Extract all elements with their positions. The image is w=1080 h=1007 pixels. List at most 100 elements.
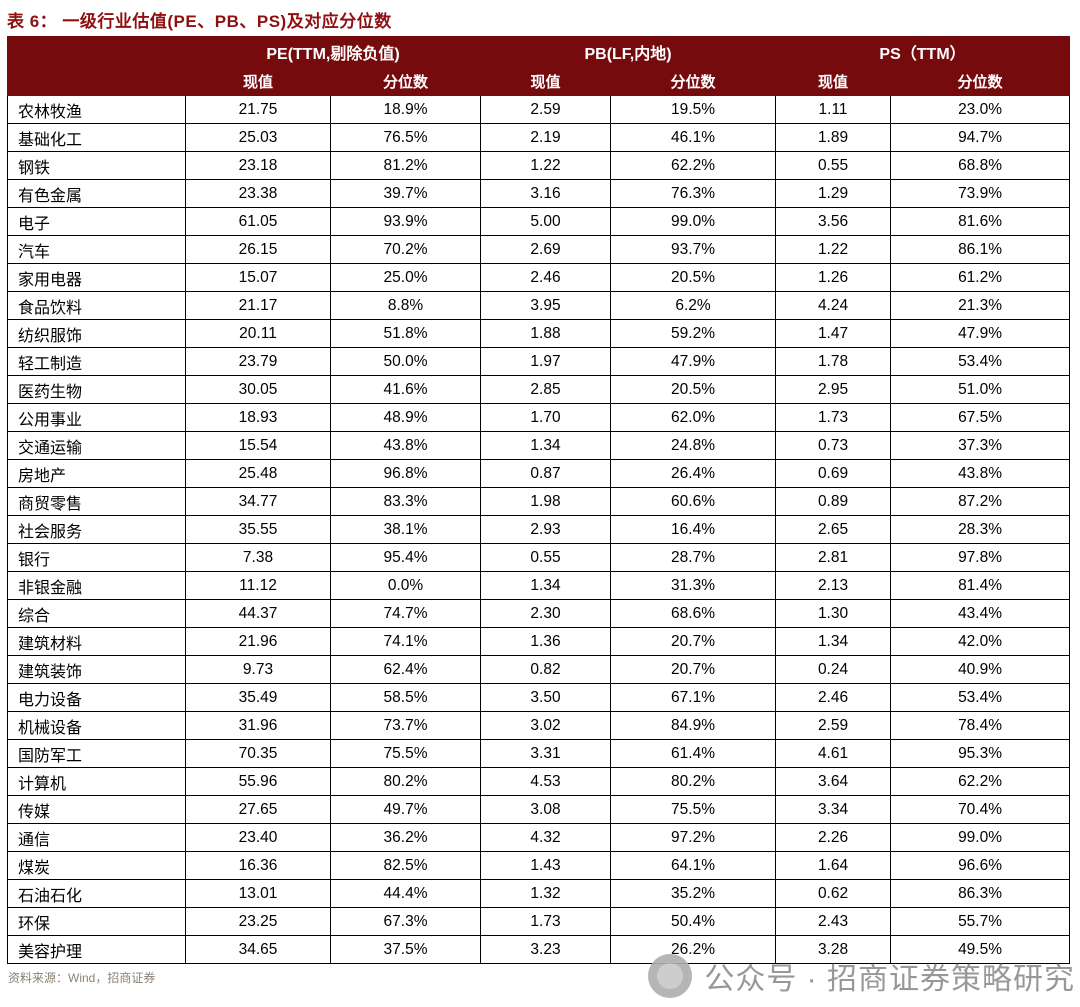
industry-name-cell: 纺织服饰 [7,319,186,348]
industry-name-cell: 轻工制造 [7,347,186,376]
value-cell: 1.11 [775,95,892,124]
value-cell: 74.1% [329,627,482,656]
value-cell: 21.17 [185,291,331,320]
value-cell: 76.5% [329,123,482,152]
value-cell: 16.36 [185,851,331,880]
industry-name-cell: 国防军工 [7,739,186,768]
value-cell: 1.78 [775,347,892,376]
value-cell: 68.6% [610,599,777,628]
value-cell: 76.3% [610,179,777,208]
value-cell: 2.13 [775,571,892,600]
value-cell: 2.43 [775,907,892,936]
value-cell: 2.59 [480,95,612,124]
table-row: 计算机 55.96 80.2% 4.53 80.2% 3.64 62.2% [7,767,1071,796]
value-cell: 8.8% [329,291,482,320]
table-row: 汽车 26.15 70.2% 2.69 93.7% 1.22 86.1% [7,235,1071,264]
value-cell: 1.30 [775,599,892,628]
table-row: 公用事业 18.93 48.9% 1.70 62.0% 1.73 67.5% [7,403,1071,432]
value-cell: 81.6% [890,207,1071,236]
value-cell: 44.4% [329,879,482,908]
value-cell: 1.34 [775,627,892,656]
value-cell: 1.47 [775,319,892,348]
value-cell: 36.2% [329,823,482,852]
value-cell: 58.5% [329,683,482,712]
value-cell: 61.2% [890,263,1071,292]
value-cell: 21.75 [185,95,331,124]
pb-percentile-header: 分位数 [610,66,777,96]
table-row: 石油石化 13.01 44.4% 1.32 35.2% 0.62 86.3% [7,879,1071,908]
report-table-page: 表 6： 一级行业估值(PE、PB、PS)及对应分位数 PE(TTM,剔除负值)… [7,12,1074,998]
value-cell: 1.22 [775,235,892,264]
value-cell: 1.97 [480,347,612,376]
value-cell: 53.4% [890,347,1071,376]
value-cell: 0.55 [480,543,612,572]
value-cell: 70.4% [890,795,1071,824]
value-cell: 1.29 [775,179,892,208]
value-cell: 2.65 [775,515,892,544]
table-row: 电力设备 35.49 58.5% 3.50 67.1% 2.46 53.4% [7,683,1071,712]
value-cell: 62.2% [890,767,1071,796]
table-row: 基础化工 25.03 76.5% 2.19 46.1% 1.89 94.7% [7,123,1071,152]
value-cell: 93.7% [610,235,777,264]
value-cell: 2.95 [775,375,892,404]
value-cell: 53.4% [890,683,1071,712]
industry-name-cell: 食品饮料 [7,291,186,320]
table-row: 机械设备 31.96 73.7% 3.02 84.9% 2.59 78.4% [7,711,1071,740]
value-cell: 55.96 [185,767,331,796]
value-cell: 99.0% [610,207,777,236]
industry-name-cell: 家用电器 [7,263,186,292]
industry-name-cell: 综合 [7,599,186,628]
value-cell: 43.8% [890,459,1071,488]
industry-name-cell: 传媒 [7,795,186,824]
value-cell: 99.0% [890,823,1071,852]
value-cell: 67.5% [890,403,1071,432]
ps-current-header: 现值 [775,66,892,96]
source-note: 资料来源：Wind，招商证券 [8,971,156,985]
value-cell: 34.77 [185,487,331,516]
value-cell: 61.05 [185,207,331,236]
value-cell: 6.2% [610,291,777,320]
ps-percentile-header: 分位数 [890,66,1071,96]
value-cell: 5.00 [480,207,612,236]
value-cell: 43.4% [890,599,1071,628]
industry-name-cell: 通信 [7,823,186,852]
value-cell: 86.3% [890,879,1071,908]
value-cell: 49.5% [890,935,1071,964]
value-cell: 35.55 [185,515,331,544]
value-cell: 0.0% [329,571,482,600]
table-row: 建筑装饰 9.73 62.4% 0.82 20.7% 0.24 40.9% [7,655,1071,684]
industry-name-cell: 公用事业 [7,403,186,432]
value-cell: 46.1% [610,123,777,152]
value-cell: 0.24 [775,655,892,684]
industry-name-cell: 建筑装饰 [7,655,186,684]
value-cell: 1.22 [480,151,612,180]
industry-name-cell: 美容护理 [7,935,186,964]
group-header-row: PE(TTM,剔除负值) PB(LF,内地) PS（TTM） [7,36,1071,96]
value-cell: 18.93 [185,403,331,432]
value-cell: 0.87 [480,459,612,488]
value-cell: 0.89 [775,487,892,516]
value-cell: 96.6% [890,851,1071,880]
value-cell: 74.7% [329,599,482,628]
value-cell: 2.26 [775,823,892,852]
value-cell: 95.3% [890,739,1071,768]
value-cell: 97.8% [890,543,1071,572]
value-cell: 0.82 [480,655,612,684]
industry-column-header [7,36,186,96]
table-row: 电子 61.05 93.9% 5.00 99.0% 3.56 81.6% [7,207,1071,236]
value-cell: 3.31 [480,739,612,768]
value-cell: 48.9% [329,403,482,432]
industry-name-cell: 非银金融 [7,571,186,600]
value-cell: 2.59 [775,711,892,740]
pe-current-header: 现值 [185,66,331,96]
value-cell: 55.7% [890,907,1071,936]
value-cell: 75.5% [329,739,482,768]
value-cell: 15.54 [185,431,331,460]
table-row: 食品饮料 21.17 8.8% 3.95 6.2% 4.24 21.3% [7,291,1071,320]
pe-percentile-header: 分位数 [329,66,482,96]
table-title: 表 6： 一级行业估值(PE、PB、PS)及对应分位数 [7,12,392,31]
value-cell: 37.3% [890,431,1071,460]
value-cell: 84.9% [610,711,777,740]
table-row: 社会服务 35.55 38.1% 2.93 16.4% 2.65 28.3% [7,515,1071,544]
value-cell: 1.34 [480,431,612,460]
